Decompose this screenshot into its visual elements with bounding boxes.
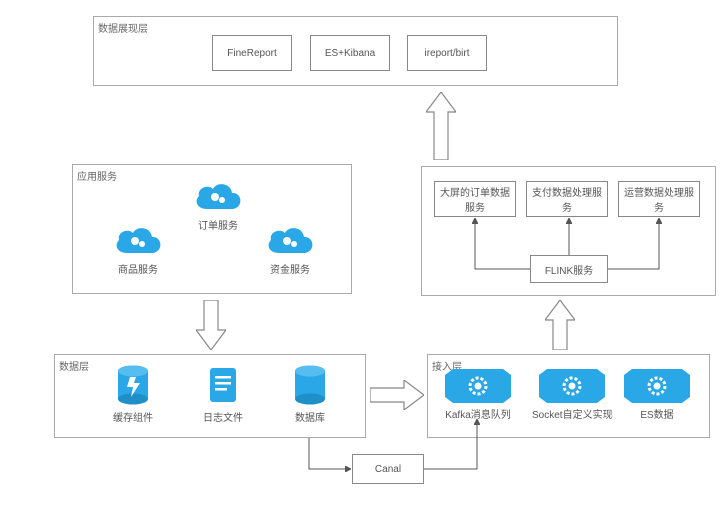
connectors xyxy=(0,0,720,507)
